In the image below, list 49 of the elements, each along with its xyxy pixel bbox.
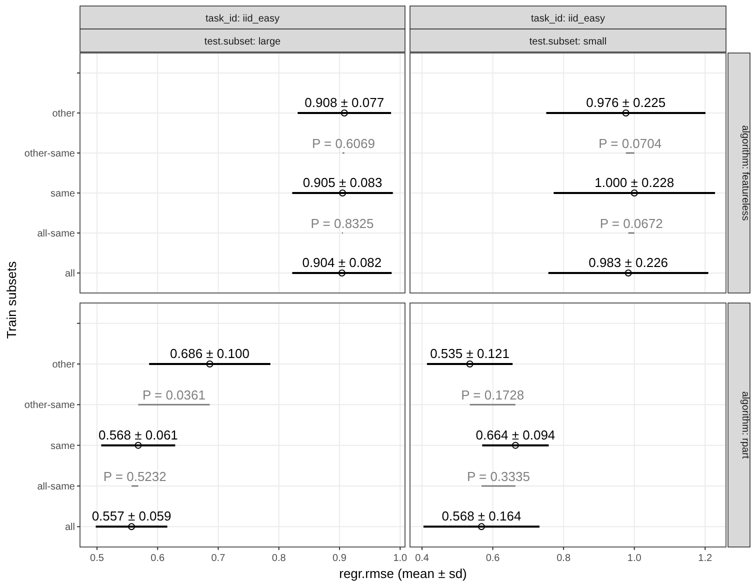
data-label: 0.976 ± 0.225: [586, 95, 666, 110]
data-label: 0.686 ± 0.100: [170, 346, 250, 361]
data-label: 0.557 ± 0.059: [92, 508, 172, 524]
chart-subtitle: test.subset: small: [529, 36, 607, 48]
x-tick-label: 1.0: [627, 553, 642, 564]
annotation: P = 0.6069: [312, 136, 375, 151]
y-axis-title: Train subsets: [4, 260, 19, 339]
y-tick-label: all: [64, 522, 75, 534]
y2-axis-title: algorithm: rpart: [740, 391, 750, 459]
data-label: 0.905 ± 0.083: [302, 175, 382, 190]
data-label: 0.568 ± 0.164: [442, 508, 522, 524]
annotation: P = 0.8325: [310, 216, 374, 231]
y2-axis-title: algorithm: featureless: [740, 125, 750, 221]
x-tick-label: 0.6: [150, 553, 165, 564]
y-tick-label: other-same: [24, 148, 76, 160]
annotation: P = 0.0672: [600, 216, 663, 231]
x-axis-title: regr.rmse (mean ± sd): [339, 566, 467, 581]
data-label: 1.000 ± 0.228: [594, 175, 674, 190]
chart-title: task_id: iid_easy: [206, 14, 280, 24]
data-label: 0.535 ± 0.121: [430, 346, 510, 361]
x-tick-label: 0.9: [332, 553, 347, 564]
x-tick-label: 1.2: [698, 553, 713, 564]
x-tick-label: 0.5: [90, 553, 104, 564]
data-label: 0.904 ± 0.082: [302, 255, 382, 270]
y-tick-label: same: [50, 440, 76, 452]
y-tick-label: same: [50, 188, 76, 200]
annotation: P = 0.3335: [466, 469, 530, 484]
y-tick-label: other: [52, 360, 76, 370]
annotation: P = 0.5232: [103, 469, 166, 484]
y-tick-label: all-same: [37, 228, 76, 240]
annotation: P = 0.0704: [598, 136, 662, 151]
data-label: 0.908 ± 0.077: [304, 95, 384, 110]
x-tick-label: 0.8: [556, 553, 571, 564]
chart-subtitle: test.subset: large: [204, 36, 282, 48]
data-label: 0.664 ± 0.094: [476, 427, 556, 442]
x-tick-label: 0.6: [486, 553, 500, 564]
annotation: P = 0.1728: [461, 388, 524, 403]
data-label: 0.568 ± 0.061: [98, 427, 178, 442]
y-tick-label: all: [64, 268, 75, 280]
x-tick-label: 1.0: [393, 553, 408, 564]
x-tick-label: 0.4: [415, 553, 430, 564]
y-tick-label: other-same: [24, 400, 76, 412]
x-tick-label: 0.8: [272, 553, 286, 564]
x-tick-label: 0.7: [211, 553, 226, 564]
data-label: 0.983 ± 0.226: [588, 255, 668, 270]
y-tick-label: other: [52, 108, 76, 120]
y-tick-label: all-same: [37, 482, 76, 492]
annotation: P = 0.0361: [142, 388, 206, 403]
chart-title: task_id: iid_easy: [531, 14, 605, 24]
